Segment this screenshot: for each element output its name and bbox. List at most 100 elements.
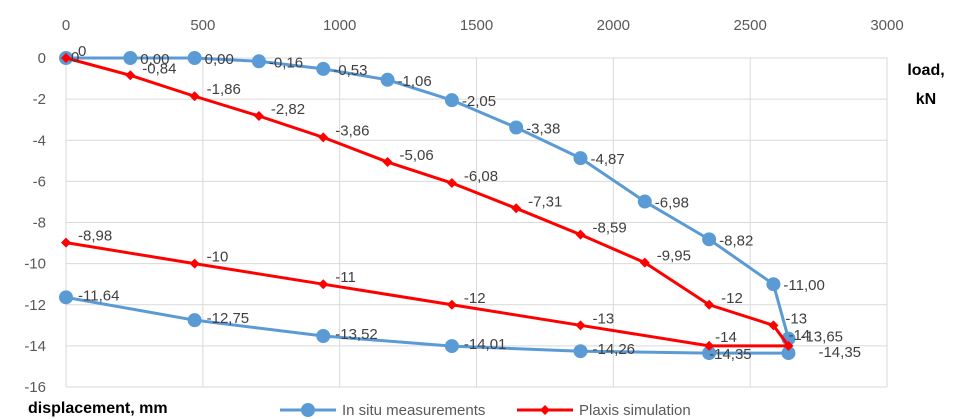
data-label: -8,59 [592,220,626,237]
data-label: -8,98 [78,228,112,245]
data-label: -14,35 [818,344,861,361]
data-label: -4,87 [590,151,624,168]
series-line-in-situ [65,56,790,355]
series-marker [123,51,138,65]
series-marker [702,232,717,247]
data-label: 0 [71,49,79,66]
series-marker [575,229,586,240]
x-axis-ticks: 0 500 1000 1500 2000 2500 3000 [62,17,904,34]
data-labels-layer: 0 0,00 0,00 -0,16 -0,53 -1,06 -2,05 -3,38 -4,87 -… [71,43,861,363]
data-label: -1,06 [398,73,432,90]
y-tick-label: -10 [24,256,46,273]
series-marker [61,53,71,63]
series-marker [61,237,71,248]
y-tick-label: -6 [33,173,46,190]
series-marker [251,54,266,69]
x-tick-label: 3000 [870,17,903,34]
series-marker [704,340,715,351]
series-marker [446,299,457,310]
series-layer [59,51,796,361]
series-marker [316,61,331,76]
data-label: -10 [207,249,229,266]
data-label: 0,00 [140,51,169,68]
series-marker [189,258,200,269]
data-label: -0,16 [269,54,303,71]
data-label: -2,82 [271,101,305,118]
data-label: -6,08 [464,168,498,185]
data-label: -0,53 [333,62,367,79]
data-label: -7,31 [528,193,562,210]
data-label: -8,82 [719,232,753,249]
y-tick-label: -14 [24,338,46,355]
y-tick-label: -16 [24,379,46,396]
series-marker [187,51,202,65]
series-marker [573,344,588,359]
series-marker [766,277,781,292]
series-marker [573,151,588,166]
data-label: -11 [335,269,356,286]
series-marker [575,320,586,331]
series-marker [446,178,457,189]
data-label: -13 [592,310,614,327]
y-tick-label: -8 [33,215,46,232]
data-label: -2,05 [462,93,496,110]
data-label: -14 [788,327,810,344]
data-label: -12 [721,290,743,307]
data-label: -12,75 [207,310,250,327]
data-label: -6,98 [655,195,689,212]
series-marker [637,194,652,209]
series-marker [380,72,395,87]
series-marker [318,279,329,290]
series-marker [318,132,329,143]
series-marker [301,403,315,417]
gridlines [65,57,888,388]
x-tick-label: 1500 [460,17,493,34]
y-axis-ticks: 0 -2 -4 -6 -8 -10 -12 -14 -16 [24,50,46,396]
y-tick-label: 0 [38,50,46,67]
series-marker [511,203,522,214]
x-axis-title-line2: kN [916,91,936,108]
x-tick-label: 2500 [733,17,766,34]
data-label: 0,00 [205,51,234,68]
data-label: -3,38 [526,121,560,138]
x-axis-title-line1: load, [907,62,944,79]
y-tick-label: -12 [24,297,46,314]
series-marker [444,93,459,108]
data-label: -14 [715,329,737,346]
series-marker [509,120,524,135]
data-label: -9,95 [657,248,691,265]
series-marker [382,157,393,168]
series-marker [189,91,200,102]
series-marker [253,110,264,121]
series-marker [540,405,550,415]
y-tick-label: -4 [33,132,46,149]
legend-label: In situ measurements [342,402,485,419]
y-axis-title: displacement, mm [28,400,168,417]
data-label: -0,84 [142,60,176,77]
series-marker [639,257,650,268]
legend-label: Plaxis simulation [579,402,691,419]
series-marker [444,339,459,354]
series-marker [704,299,715,310]
data-label: -11,64 [78,287,119,304]
series-marker [783,340,794,351]
x-tick-label: 500 [190,17,215,34]
data-label: -3,86 [335,122,369,139]
series-marker [59,290,73,305]
x-tick-label: 1000 [323,17,356,34]
data-label: -11,00 [783,277,824,294]
data-label: -5,06 [400,147,434,164]
series-marker [187,313,202,328]
data-label: -1,86 [207,81,241,98]
data-label: -13 [785,310,807,327]
data-label: -12 [464,290,486,307]
series-marker [316,329,331,344]
x-tick-label: 2000 [597,17,630,34]
data-label: 0 [78,43,86,60]
data-label: -14,01 [464,336,507,353]
data-label: -13,52 [335,326,378,343]
legend: In situ measurements Plaxis simulation [280,402,691,419]
y-tick-label: -2 [33,91,46,108]
data-label: -14,35 [709,346,752,363]
